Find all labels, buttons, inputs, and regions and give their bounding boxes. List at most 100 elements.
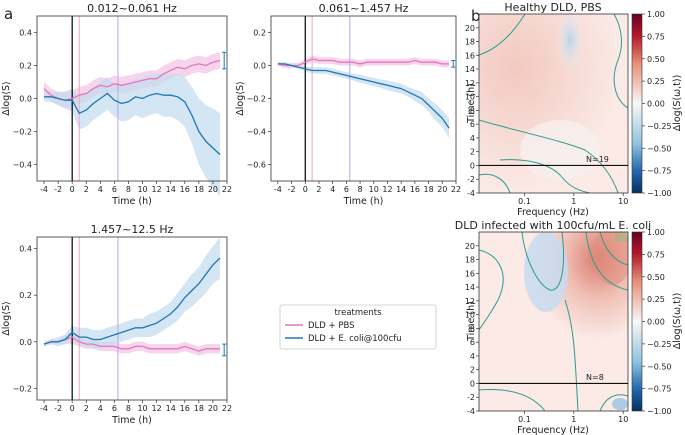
x-tick-label: 22 xyxy=(222,404,232,413)
colorbar-tick-label: 1.00 xyxy=(647,10,665,19)
x-tick-label: 10 xyxy=(137,185,147,194)
heatmap-1-contour xyxy=(479,14,526,56)
series-line-ecoli xyxy=(43,257,221,345)
panel-label-b: b xyxy=(471,7,481,25)
y-tick-label: 6 xyxy=(470,338,475,347)
y-tick-label: 0 xyxy=(470,379,475,388)
y-tick-label: 0.0 xyxy=(253,62,266,71)
x-tick-label: 4 xyxy=(98,404,103,413)
y-tick-label: 10 xyxy=(465,311,475,320)
heatmap-healthy: Healthy DLD, PBS 0.1 1 10 -4 -2 0 2 4 6 8 10 12 14 16… xyxy=(465,1,629,218)
x-tick-label: 12 xyxy=(152,404,162,413)
y-tick-label: 4 xyxy=(470,352,475,361)
y-axis-label: Δlog⟨S⟩ xyxy=(1,81,12,115)
panel-label-a: a xyxy=(4,5,13,23)
y-tick-label: -4 xyxy=(467,407,475,416)
y-tick-label: 0.2 xyxy=(19,291,32,300)
y-tick-label: −0.4 xyxy=(13,161,32,170)
x-tick-label: -2 xyxy=(288,185,296,194)
x-tick-label: 1 xyxy=(571,197,576,206)
line-chart-low-freq: -4 -2 0 2 4 6 8 10 12 14 16 18 20 22 −0.4 −0.2 0.0 0.2 0.4… xyxy=(1,2,232,207)
y-tick-label: -4 xyxy=(467,189,475,198)
heatmap-1-ylabel: Time (h) xyxy=(466,83,477,124)
colorbar-tick-label: 0.00 xyxy=(647,100,665,109)
colorbar-1-label: Δlog(S(ω,t)) xyxy=(672,75,683,132)
heatmap-2-contour xyxy=(564,299,579,411)
colorbar-tick-label: 0.50 xyxy=(647,273,665,282)
x-tick-label: 6 xyxy=(112,185,117,194)
x-tick-label: 20 xyxy=(437,185,447,194)
heatmap-1-contour xyxy=(479,119,619,193)
y-axis-label: Δlog⟨S⟩ xyxy=(1,301,12,335)
heatmap-1-frame xyxy=(478,13,629,194)
x-tick-label: 8 xyxy=(126,404,131,413)
x-tick-label: -2 xyxy=(54,185,62,194)
line-chart-mid-freq: -4 -2 0 2 4 6 8 10 12 14 16 18 20 22 −0.6 −0.4 −0.2 0.0 0.… xyxy=(235,2,461,207)
confidence-band-ecoli xyxy=(277,62,450,139)
heatmap-1-blue-region xyxy=(556,14,584,72)
colorbar-tick-label: −0.25 xyxy=(647,122,672,131)
heatmap-2-contour xyxy=(585,232,628,291)
x-tick-label: 8 xyxy=(126,185,131,194)
y-tick-label: −0.2 xyxy=(247,95,266,104)
x-tick-label: 22 xyxy=(451,185,461,194)
y-tick-label: 12 xyxy=(465,79,475,88)
heatmap-1-neutral-region xyxy=(520,120,600,180)
y-tick-label: 0 xyxy=(470,161,475,170)
heatmap-2-contour xyxy=(479,389,546,411)
y-tick-label: 0.0 xyxy=(19,95,32,104)
colorbar-2-label: Δlog(S(ω,t)) xyxy=(672,293,683,350)
y-tick-label: 0.2 xyxy=(19,62,32,71)
colorbar-tick-label: −0.75 xyxy=(647,167,672,176)
heatmap-1-n-annotation: N=19 xyxy=(586,155,609,164)
colorbar-tick-label: 0.25 xyxy=(647,295,665,304)
heatmap-infected: DLD infected with 100cfu/mL E. coli 0.1 1… xyxy=(455,219,651,435)
heatmap-1-contour xyxy=(499,159,591,193)
x-tick-label: 20 xyxy=(208,404,218,413)
heatmap-2-frame xyxy=(478,231,629,412)
colorbar-tick-label: −1.00 xyxy=(647,189,672,198)
colorbar-2: Δlog(S(ω,t)) 1.00 0.75 0.50 0.25 0.00 −0.25 −0… xyxy=(631,228,683,416)
heatmap-2-contour xyxy=(599,394,628,411)
x-tick-label: 1 xyxy=(571,415,576,424)
heatmap-1-title: Healthy DLD, PBS xyxy=(504,1,601,14)
x-tick-label: -4 xyxy=(40,404,48,413)
x-tick-label: 4 xyxy=(98,185,103,194)
heatmap-2-blue-region xyxy=(524,232,568,312)
heatmap-2-red-region xyxy=(592,232,628,285)
x-axis-label: Time (h) xyxy=(111,196,152,207)
line-chart-high-freq: -4 -2 0 2 4 6 8 10 12 14 16 18 20 22 −0.2 0.0 0.2 0.4 1.45… xyxy=(1,223,232,426)
y-tick-label: 8 xyxy=(470,106,475,115)
x-axis-label: Time (h) xyxy=(111,415,152,426)
colorbar-tick-label: 0.00 xyxy=(647,318,665,327)
colorbar-tick-label: 0.25 xyxy=(647,77,665,86)
legend-item-ecoli: DLD + E. coli@100cfu xyxy=(308,334,402,344)
x-tick-label: 0.1 xyxy=(518,415,531,424)
chart-title: 0.061~1.457 Hz xyxy=(319,2,409,15)
x-tick-label: 16 xyxy=(410,185,420,194)
y-tick-label: 8 xyxy=(470,324,475,333)
heatmap-2-ylabel: Time (h) xyxy=(466,301,477,342)
y-tick-label: 18 xyxy=(465,256,475,265)
series-line-pbs xyxy=(277,58,450,67)
x-tick-label: -2 xyxy=(54,404,62,413)
legend-title: treatments xyxy=(334,308,382,318)
y-tick-label: 20 xyxy=(465,242,475,251)
colorbar-tick-label: −1.00 xyxy=(647,407,672,416)
x-tick-label: 2 xyxy=(84,185,89,194)
heatmap-2-hot-corner xyxy=(615,232,628,242)
colorbar-tick-label: −0.50 xyxy=(647,144,672,153)
x-tick-label: 0 xyxy=(303,185,308,194)
x-tick-label: 4 xyxy=(330,185,335,194)
series-line-pbs xyxy=(43,59,221,101)
x-tick-label: 16 xyxy=(180,185,190,194)
heatmap-2-contour xyxy=(521,232,564,291)
x-tick-label: 0 xyxy=(70,185,75,194)
x-tick-label: 14 xyxy=(396,185,406,194)
y-axis-label: Δlog⟨S⟩ xyxy=(235,81,246,115)
heatmap-1-contour xyxy=(479,173,511,193)
colorbar-tick-label: −0.25 xyxy=(647,340,672,349)
x-axis-label: Time (h) xyxy=(343,196,384,207)
y-tick-label: 2 xyxy=(470,148,475,157)
y-tick-label: 16 xyxy=(465,51,475,60)
